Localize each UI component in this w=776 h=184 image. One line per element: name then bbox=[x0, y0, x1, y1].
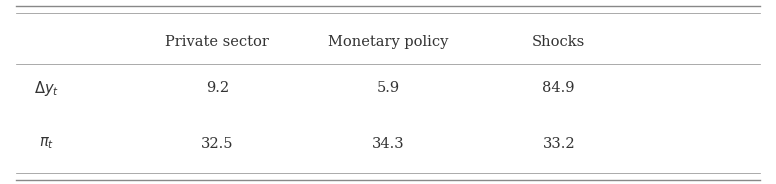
Text: 5.9: 5.9 bbox=[376, 81, 400, 95]
Text: 33.2: 33.2 bbox=[542, 137, 575, 151]
Text: Private sector: Private sector bbox=[165, 35, 269, 49]
Text: Monetary policy: Monetary policy bbox=[327, 35, 449, 49]
Text: 32.5: 32.5 bbox=[201, 137, 234, 151]
Text: Shocks: Shocks bbox=[532, 35, 585, 49]
Text: 84.9: 84.9 bbox=[542, 81, 575, 95]
Text: 9.2: 9.2 bbox=[206, 81, 229, 95]
Text: $\Delta y_t$: $\Delta y_t$ bbox=[34, 79, 59, 98]
Text: 34.3: 34.3 bbox=[372, 137, 404, 151]
Text: $\pi_t$: $\pi_t$ bbox=[39, 136, 54, 151]
